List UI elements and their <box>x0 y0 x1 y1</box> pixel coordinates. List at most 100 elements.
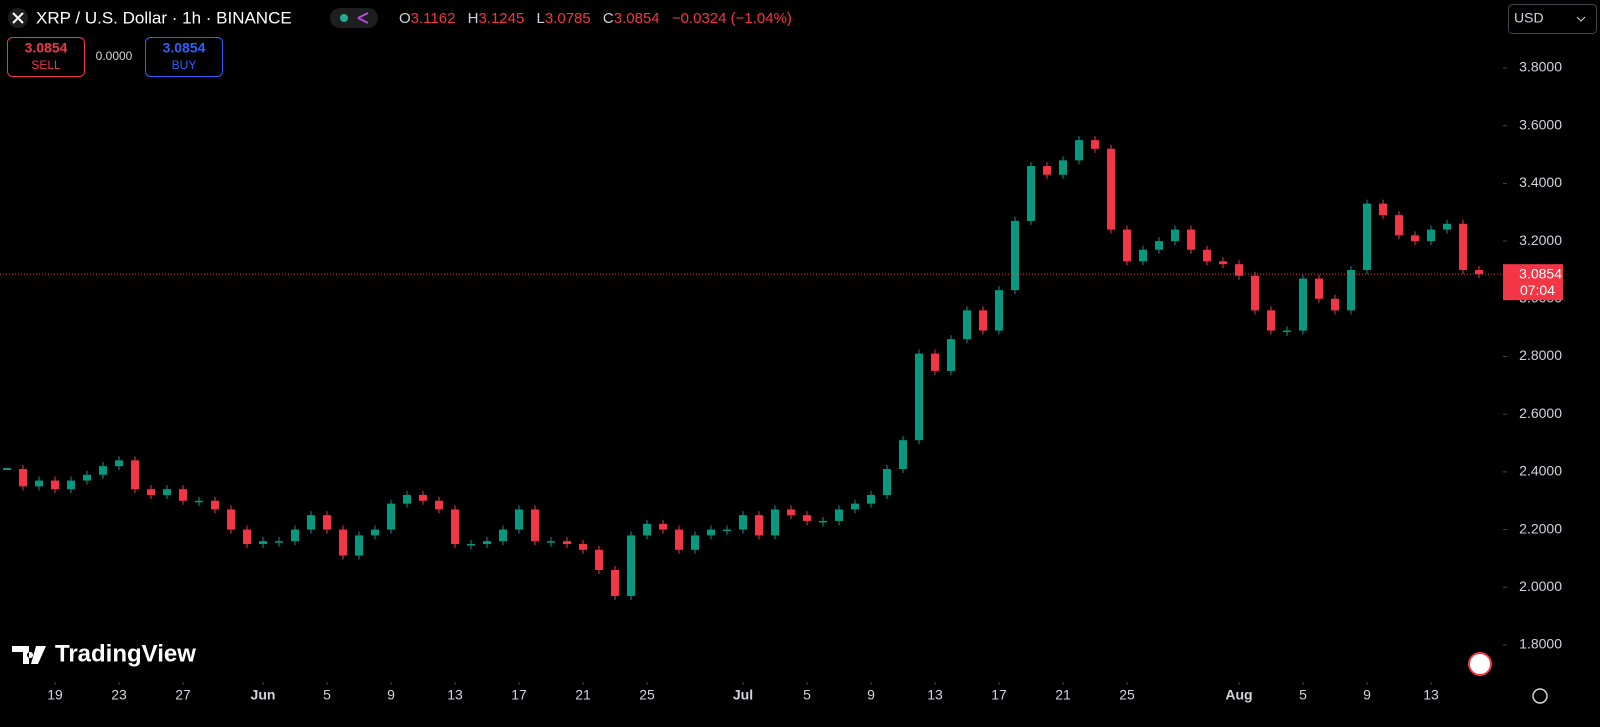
candle <box>467 544 475 546</box>
candle <box>1107 148 1115 230</box>
sell-label: SELL <box>31 58 61 72</box>
y-tick-label: 1.8000 <box>1519 636 1562 652</box>
candle <box>803 515 811 521</box>
candle <box>1283 330 1291 333</box>
candle <box>947 339 955 371</box>
y-tick-label: 2.0000 <box>1519 578 1562 594</box>
candle <box>1347 269 1355 311</box>
settings-icon[interactable] <box>1532 688 1548 704</box>
y-tick-label: 3.2000 <box>1519 232 1562 248</box>
candle <box>899 440 907 470</box>
candle <box>819 520 827 523</box>
candle <box>1155 241 1163 250</box>
currency-caret <box>1576 16 1586 22</box>
candle <box>211 500 219 510</box>
price-tag <box>1503 264 1563 301</box>
ohlc-value: 3.1245 <box>478 10 524 27</box>
candle <box>1011 220 1019 291</box>
candle <box>1139 249 1147 262</box>
x-tick-label: 21 <box>1055 687 1071 703</box>
y-tick-label: 2.8000 <box>1519 347 1562 363</box>
candle <box>1363 203 1371 270</box>
x-tick-label: 13 <box>1423 687 1439 703</box>
candle <box>787 509 795 516</box>
candle <box>275 541 283 543</box>
candle <box>67 480 75 490</box>
candle <box>1267 310 1275 331</box>
candle <box>1299 278 1307 331</box>
candle <box>1219 261 1227 265</box>
candle <box>1075 140 1083 161</box>
candle <box>515 509 523 530</box>
candle <box>835 509 843 521</box>
candle <box>675 529 683 550</box>
candle <box>595 549 603 570</box>
buy-price: 3.0854 <box>163 40 206 56</box>
candle <box>1427 229 1435 242</box>
candle <box>1475 269 1483 275</box>
candle <box>195 500 203 503</box>
y-tick-label: 2.2000 <box>1519 520 1562 536</box>
symbol-title[interactable]: XRP / U.S. Dollar · 1h · BINANCE <box>36 8 292 27</box>
candle <box>1027 166 1035 221</box>
y-tick-label: 2.4000 <box>1519 463 1562 479</box>
candle <box>99 466 107 475</box>
y-tick-label: 2.6000 <box>1519 405 1562 421</box>
candle <box>131 460 139 490</box>
x-tick-label: 5 <box>803 687 811 703</box>
x-tick-label: Aug <box>1225 687 1252 703</box>
candle <box>627 535 635 596</box>
plot: 1.80002.00002.20002.40002.60002.80003.00… <box>0 59 1563 703</box>
y-tick-label: 3.6000 <box>1519 116 1562 132</box>
candle <box>931 353 939 371</box>
candle <box>227 509 235 530</box>
candle <box>547 541 555 543</box>
buy-button[interactable] <box>145 37 223 77</box>
candle <box>739 515 747 530</box>
x-tick-label: 27 <box>175 687 191 703</box>
candle <box>51 480 59 490</box>
y-tick-label: 3.8000 <box>1519 59 1562 75</box>
candle <box>259 541 267 545</box>
y-tick-label: 3.4000 <box>1519 174 1562 190</box>
candle <box>323 515 331 530</box>
candle <box>163 489 171 495</box>
x-tick-label: 17 <box>991 687 1007 703</box>
x-tick-label: 19 <box>47 687 63 703</box>
candle <box>531 509 539 542</box>
candle <box>851 503 859 510</box>
candle <box>419 494 427 501</box>
status-pill[interactable] <box>330 8 378 28</box>
candle <box>435 500 443 510</box>
ohlc-value: 3.0785 <box>545 10 591 27</box>
sell-button[interactable] <box>7 37 85 77</box>
candle <box>1171 229 1179 242</box>
currency-select[interactable] <box>1508 4 1597 34</box>
candle <box>483 541 491 545</box>
candle <box>403 494 411 504</box>
candle <box>1187 229 1195 250</box>
candle <box>611 569 619 596</box>
candle <box>1091 140 1099 149</box>
price-tag-countdown: 07:04 <box>1520 282 1555 298</box>
x-tick-label: 17 <box>511 687 527 703</box>
candle <box>723 529 731 532</box>
candle <box>499 529 507 542</box>
x-tick-label: Jul <box>733 687 753 703</box>
x-tick-label: 21 <box>575 687 591 703</box>
symbol-icon-mark <box>12 12 24 24</box>
x-tick-label: 25 <box>639 687 655 703</box>
candle <box>179 489 187 501</box>
candle <box>867 494 875 504</box>
candle <box>643 523 651 536</box>
flag-icon[interactable] <box>1468 652 1492 676</box>
candle <box>563 541 571 545</box>
ohlc-label: O <box>399 10 411 27</box>
currency-label: USD <box>1514 10 1544 26</box>
ohlc-value: 3.1162 <box>411 10 456 27</box>
x-tick-label: 9 <box>867 687 875 703</box>
x-tick-label: 25 <box>1119 687 1135 703</box>
candle <box>355 535 363 556</box>
